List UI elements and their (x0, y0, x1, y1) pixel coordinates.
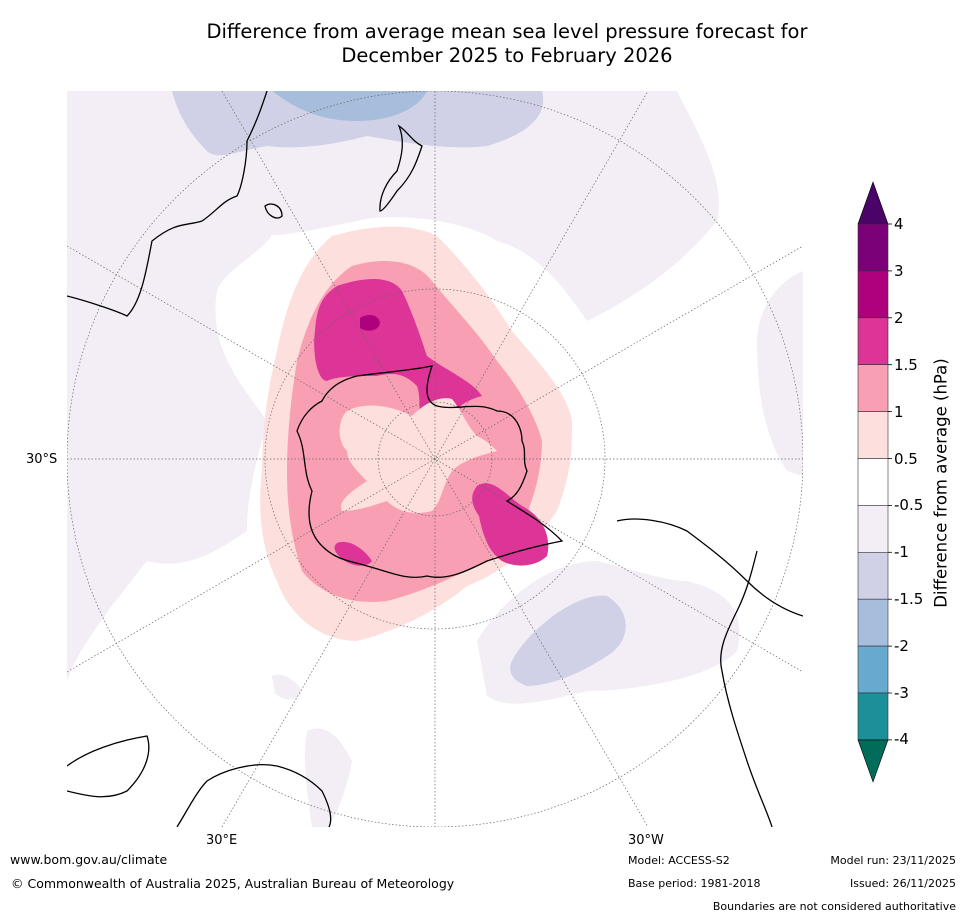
title-line-2: December 2025 to February 2026 (341, 44, 673, 67)
footer-base-period: Base period: 1981-2018 (628, 877, 761, 890)
coastline-antarctica (296, 365, 564, 578)
colorbar-extend-max (857, 181, 889, 225)
colorbar-tick: 3 (894, 262, 904, 280)
footer-model: Model: ACCESS-S2 (628, 854, 730, 867)
lon-label-30e: 30°E (206, 833, 238, 848)
title-line-1: Difference from average mean sea level p… (206, 20, 808, 43)
lat-label-30s: 30°S (26, 452, 58, 467)
coastline-new-zealand (379, 124, 423, 212)
colorbar-tick: -2 (894, 637, 909, 655)
colorbar-tick: -0.5 (894, 496, 924, 514)
chart-title: Difference from average mean sea level p… (0, 20, 965, 68)
colorbar-tick: 1.5 (894, 356, 918, 374)
colorbar-label: Difference from average (hPa) (931, 358, 951, 608)
footer-issued: Issued: 26/11/2025 (849, 877, 956, 890)
colorbar-segment (857, 598, 889, 647)
footer-url[interactable]: www.bom.gov.au/climate (10, 852, 168, 867)
footer-disclaimer: Boundaries are not considered authoritat… (712, 900, 956, 913)
colorbar-tick: -1 (894, 543, 909, 561)
footer-model-run: Model run: 23/11/2025 (830, 854, 956, 867)
colorbar-segment (857, 645, 889, 694)
colorbar-tick: 4 (894, 215, 904, 233)
colorbar-tick: -3 (894, 684, 909, 702)
region-weak-negative-north (197, 91, 719, 321)
colorbar-segment (857, 692, 889, 741)
lon-label-30w: 30°W (628, 833, 664, 848)
region-weddell-sea-high (472, 483, 549, 566)
colorbar-segment (857, 551, 889, 600)
colorbar-tick: 2 (894, 309, 904, 327)
colorbar-segment (857, 411, 889, 459)
polar-map (67, 91, 803, 827)
footer-copyright: © Commonwealth of Australia 2025, Austra… (11, 876, 455, 891)
colorbar-segment (857, 270, 889, 319)
colorbar (857, 181, 892, 783)
graticule (67, 91, 803, 827)
coastline-south-america (616, 518, 803, 827)
region-ross-sea-core (360, 315, 380, 331)
coastline-tasmania (264, 203, 283, 219)
region-weak-negative-east (757, 271, 803, 476)
region-tasman-low-core (272, 91, 427, 121)
graticule-circle-mid (264, 288, 606, 630)
colorbar-segment (857, 223, 889, 272)
colorbar-tick: -4 (894, 730, 909, 748)
colorbar-segment (857, 364, 889, 412)
coastlines (67, 91, 803, 827)
region-south-atlantic-low (510, 595, 626, 686)
colorbar-tick: 0.5 (894, 450, 918, 468)
region-weak-negative-small (272, 674, 302, 700)
region-weak-negative-west (67, 91, 275, 681)
colorbar-tick: -1.5 (894, 590, 924, 608)
colorbar-segment (857, 458, 889, 506)
coastline-africa (67, 735, 332, 827)
colorbar-segment (857, 317, 889, 366)
region-weak-negative-africa (304, 728, 352, 827)
coastline-australia (67, 91, 268, 317)
colorbar-tick: 1 (894, 403, 904, 421)
colorbar-extend-min (857, 739, 889, 783)
colorbar-segment (857, 505, 889, 553)
region-tasman-low (172, 91, 544, 156)
